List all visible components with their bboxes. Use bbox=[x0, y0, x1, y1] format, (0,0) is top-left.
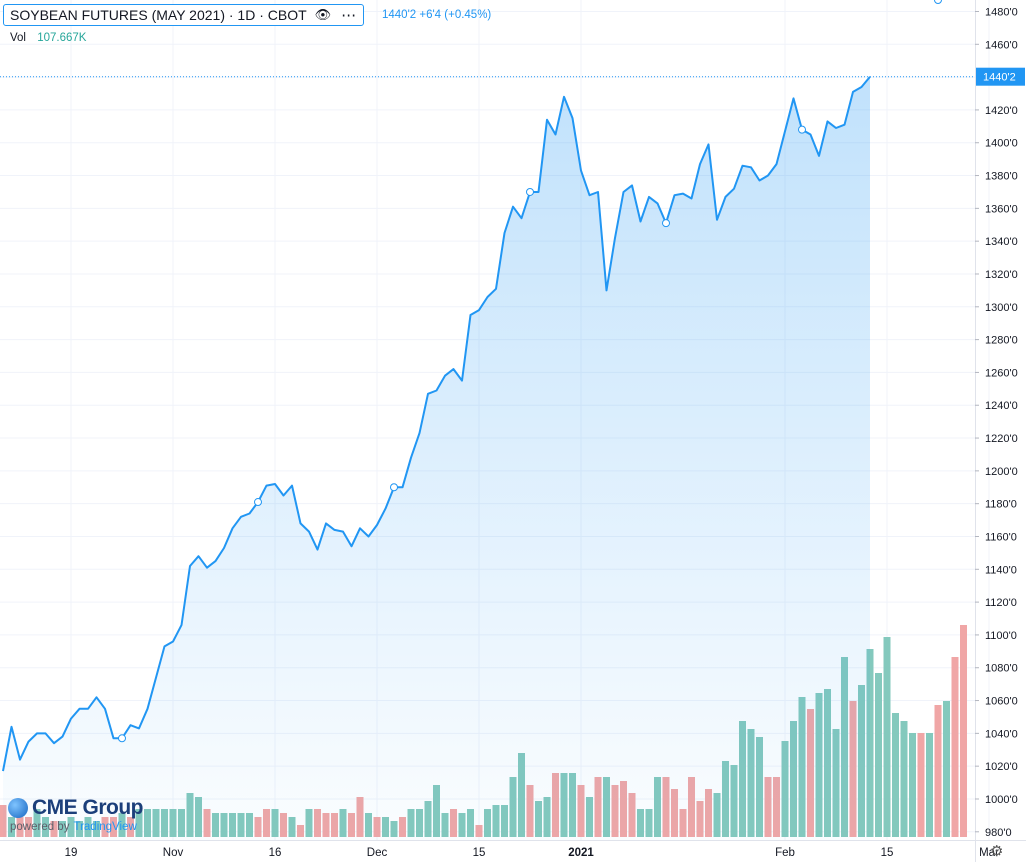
price-tick-label: 980'0 bbox=[985, 827, 1012, 839]
volume-bar bbox=[951, 657, 959, 837]
settings-gear-icon[interactable]: ⚙ bbox=[990, 843, 1004, 860]
price-tick-label: 1280'0 bbox=[985, 335, 1018, 347]
last-price-label: 1440'2 bbox=[983, 72, 1016, 84]
tradingview-link[interactable]: TradingView bbox=[73, 821, 137, 833]
price-tick-label: 1100'0 bbox=[985, 630, 1017, 642]
price-tick-label: 1060'0 bbox=[985, 696, 1018, 708]
price-tick-label: 1220'0 bbox=[985, 433, 1018, 445]
event-marker bbox=[118, 734, 126, 743]
price-tick-label: 1020'0 bbox=[985, 761, 1018, 773]
powered-by-text: powered by bbox=[10, 821, 70, 833]
time-tick-label: 2021 bbox=[568, 847, 594, 859]
volume-bar bbox=[875, 673, 882, 837]
price-tick-label: 1040'0 bbox=[985, 728, 1018, 740]
price-tick-label: 1320'0 bbox=[985, 269, 1018, 281]
price-series-line bbox=[2, 76, 871, 772]
time-tick-label: 15 bbox=[881, 847, 894, 859]
eye-icon[interactable]: 👁 bbox=[314, 7, 332, 22]
event-marker bbox=[934, 0, 942, 4]
volume-bar bbox=[917, 733, 925, 837]
price-tick-label: 1400'0 bbox=[985, 138, 1018, 150]
volume-bar bbox=[900, 721, 908, 837]
price-area bbox=[3, 76, 870, 840]
price-tick-label: 1340'0 bbox=[985, 236, 1018, 248]
volume-legend: Vol 107.667K bbox=[10, 32, 86, 44]
volume-bar bbox=[943, 701, 950, 837]
event-markers bbox=[118, 0, 942, 743]
event-marker bbox=[254, 498, 262, 507]
price-tick-label: 1240'0 bbox=[985, 400, 1018, 412]
volume-bar bbox=[926, 733, 933, 837]
price-tick-label: 1080'0 bbox=[985, 663, 1018, 675]
more-options-icon[interactable]: ⋯ bbox=[341, 7, 358, 24]
time-tick-label: Dec bbox=[367, 847, 388, 859]
price-tick-label: 1140'0 bbox=[985, 564, 1017, 576]
volume-bar bbox=[892, 713, 899, 837]
event-marker bbox=[798, 125, 806, 134]
time-tick-label: Mar bbox=[979, 847, 999, 859]
symbol-legend[interactable]: SOYBEAN FUTURES (MAY 2021) · 1D · CBOT 👁… bbox=[3, 4, 365, 26]
price-tick-label: 1420'0 bbox=[985, 105, 1018, 117]
symbol-title: SOYBEAN FUTURES (MAY 2021) · 1D · CBOT bbox=[10, 7, 307, 23]
last-price-tag bbox=[976, 67, 1025, 86]
time-tick-label: Nov bbox=[163, 847, 184, 859]
volume-bar bbox=[883, 637, 891, 837]
time-tick-label: 16 bbox=[269, 847, 282, 859]
last-price-line: 1440'2 bbox=[0, 67, 1025, 86]
volume-label: Vol bbox=[10, 32, 26, 44]
volume-bar bbox=[909, 733, 916, 837]
time-tick-label: Feb bbox=[775, 847, 795, 859]
price-line bbox=[2, 76, 871, 772]
event-marker bbox=[390, 483, 398, 492]
time-tick-label: 15 bbox=[473, 847, 486, 859]
price-change: 1440'2 +6'4 (+0.45%) bbox=[382, 9, 492, 21]
globe-icon bbox=[8, 798, 28, 818]
logo-text: CME Group bbox=[32, 796, 144, 819]
price-tick-label: 1000'0 bbox=[985, 794, 1018, 806]
volume-value: 107.667K bbox=[37, 32, 87, 44]
branding: CME Group powered by TradingView bbox=[8, 796, 144, 833]
price-area-fill bbox=[3, 76, 870, 840]
event-marker bbox=[526, 187, 534, 196]
price-tick-label: 1300'0 bbox=[985, 302, 1018, 314]
price-tick-label: 1120'0 bbox=[985, 597, 1017, 609]
volume-bar bbox=[934, 705, 942, 837]
volume-bar bbox=[960, 625, 967, 837]
price-tick-label: 1180'0 bbox=[985, 499, 1017, 511]
time-tick-label: 19 bbox=[65, 847, 78, 859]
price-tick-label: 1380'0 bbox=[985, 171, 1018, 183]
price-tick-label: 1480'0 bbox=[985, 6, 1018, 18]
price-tick-label: 1200'0 bbox=[985, 466, 1018, 478]
event-marker bbox=[662, 219, 670, 228]
powered-by: powered by TradingView bbox=[10, 821, 143, 833]
price-tick-label: 1460'0 bbox=[985, 39, 1018, 51]
price-tick-label: 1160'0 bbox=[985, 531, 1017, 543]
cme-logo: CME Group bbox=[8, 796, 144, 820]
price-tick-label: 1260'0 bbox=[985, 367, 1018, 379]
price-tick-label: 1360'0 bbox=[985, 203, 1018, 215]
